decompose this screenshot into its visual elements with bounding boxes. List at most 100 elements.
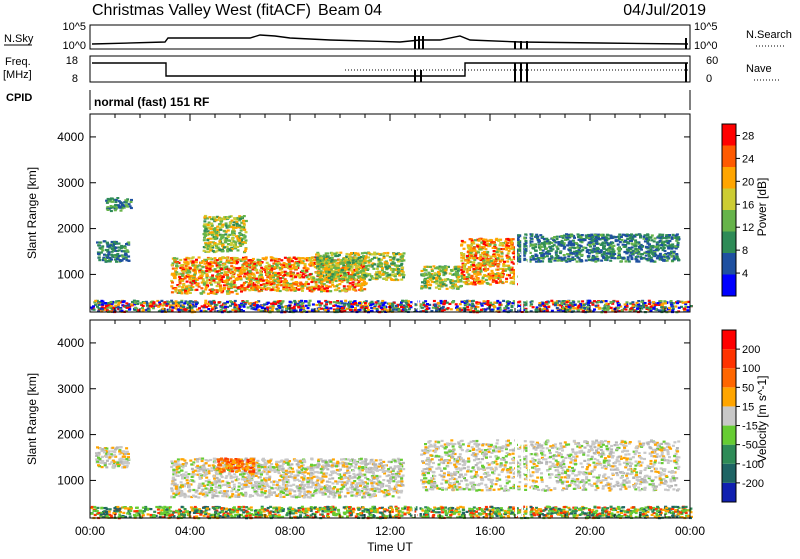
range-cell — [348, 275, 351, 277]
range-cell — [187, 257, 190, 259]
range-cell — [229, 300, 232, 302]
range-cell — [676, 256, 679, 258]
range-cell — [241, 266, 244, 268]
range-cell — [610, 302, 613, 304]
range-cell — [313, 288, 316, 290]
range-cell — [450, 308, 453, 310]
range-cell — [355, 283, 358, 285]
range-cell — [359, 260, 362, 262]
range-cell — [321, 281, 324, 283]
range-cell — [535, 261, 538, 263]
range-cell — [204, 300, 207, 302]
range-cell — [558, 259, 561, 261]
range-cell — [352, 276, 355, 278]
range-cell — [292, 307, 295, 309]
range-cell — [127, 255, 130, 257]
range-cell — [237, 287, 240, 289]
range-cell — [241, 243, 244, 245]
range-cell — [192, 256, 195, 258]
range-cell — [226, 301, 229, 303]
range-cell — [530, 237, 533, 239]
range-cell — [310, 281, 313, 283]
range-cell — [328, 271, 331, 273]
range-cell — [201, 273, 204, 275]
range-cell — [267, 280, 270, 282]
range-cell — [392, 308, 395, 310]
range-cell — [308, 263, 311, 265]
nave-label: Nave — [746, 63, 772, 75]
range-cell — [628, 260, 631, 262]
range-cell — [650, 245, 653, 247]
range-cell — [214, 304, 217, 306]
range-cell — [472, 261, 475, 263]
range-cell — [308, 302, 311, 304]
range-cell — [495, 239, 498, 241]
range-cell — [111, 251, 114, 253]
range-cell — [149, 303, 152, 305]
range-cell — [334, 259, 337, 261]
range-cell — [432, 265, 435, 267]
range-cell — [252, 273, 255, 275]
range-cell — [551, 237, 554, 239]
range-cell — [325, 262, 328, 264]
range-cell — [226, 246, 229, 248]
range-cell — [293, 300, 296, 302]
range-cell — [181, 286, 184, 288]
range-cell — [509, 277, 512, 279]
range-cell — [188, 278, 191, 280]
range-cell — [482, 260, 485, 262]
range-cell — [487, 259, 490, 261]
range-cell — [556, 238, 559, 240]
range-cell — [575, 242, 578, 244]
range-cell — [319, 276, 322, 278]
range-cell — [238, 224, 241, 226]
range-cell — [505, 278, 508, 280]
range-cell — [507, 256, 510, 258]
range-cell — [566, 244, 569, 246]
range-cell — [349, 285, 352, 287]
range-cell — [227, 236, 230, 238]
range-cell — [572, 240, 575, 242]
range-cell — [125, 243, 128, 245]
range-cell — [423, 282, 426, 284]
range-cell — [501, 253, 504, 255]
range-cell — [205, 270, 208, 272]
range-cell — [367, 268, 370, 270]
range-cell — [538, 304, 541, 306]
range-cell — [466, 306, 469, 308]
range-cell — [283, 274, 286, 276]
range-cell — [362, 279, 365, 281]
range-cell — [639, 234, 642, 236]
range-cell — [547, 251, 550, 253]
range-cell — [200, 277, 203, 279]
range-cell — [209, 248, 212, 250]
range-cell — [602, 246, 605, 248]
range-cell — [591, 236, 594, 238]
range-cell — [377, 265, 380, 267]
range-cell — [373, 257, 376, 259]
range-cell — [272, 276, 275, 278]
range-cell — [222, 276, 225, 278]
range-cell — [266, 273, 269, 275]
range-cell — [594, 261, 597, 263]
range-cell — [596, 252, 599, 254]
range-cell — [220, 268, 223, 270]
range-cell — [245, 239, 248, 241]
range-cell — [253, 263, 256, 265]
range-cell — [130, 207, 133, 209]
range-cell — [187, 274, 190, 276]
range-cell — [435, 310, 438, 312]
range-cell — [400, 257, 403, 259]
range-cell — [308, 304, 311, 306]
range-cell — [486, 243, 489, 245]
range-cell — [578, 251, 581, 253]
range-cell — [510, 244, 513, 246]
range-cell — [647, 251, 650, 253]
range-cell — [216, 290, 219, 292]
range-cell — [620, 260, 623, 262]
range-cell — [324, 287, 327, 289]
range-cell — [563, 235, 566, 237]
range-cell — [368, 264, 371, 266]
range-cell — [593, 308, 596, 310]
range-cell — [600, 260, 603, 262]
